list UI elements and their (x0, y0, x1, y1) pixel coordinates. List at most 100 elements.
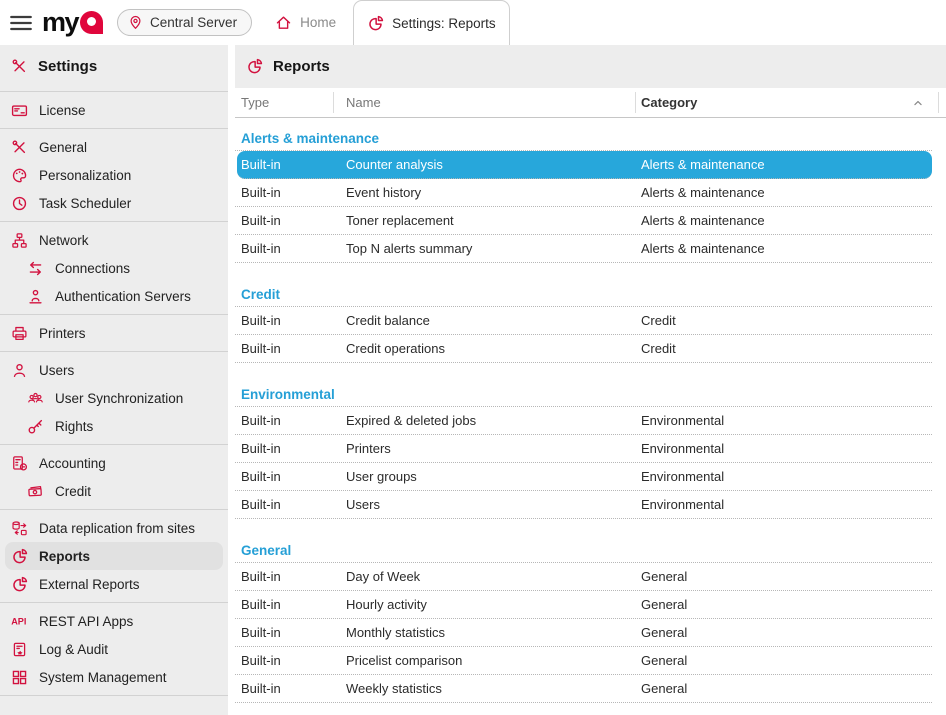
sidebar-item-reports[interactable]: Reports (5, 542, 223, 570)
table-row[interactable]: Built-in Counter analysis Alerts & maint… (237, 151, 932, 179)
server-selector-button[interactable]: Central Server (117, 9, 253, 36)
cell-category: General (641, 569, 688, 584)
table-row[interactable]: Built-in Event history Alerts & maintena… (235, 179, 932, 207)
table-row[interactable]: Built-in Weekly statistics General (235, 675, 932, 703)
cell-category: Credit (641, 341, 676, 356)
menu-icon[interactable] (9, 11, 33, 35)
table-row[interactable]: Built-in Expired & deleted jobs Environm… (235, 407, 932, 435)
cell-category: Alerts & maintenance (641, 185, 765, 200)
user-sync-icon (27, 390, 44, 407)
sidebar-item-network[interactable]: Network (0, 226, 228, 254)
sidebar-item-external-reports[interactable]: External Reports (0, 570, 228, 598)
replication-icon (11, 520, 28, 537)
sidebar-item-authentication-servers[interactable]: Authentication Servers (0, 282, 228, 310)
table-row[interactable]: Built-in Credit operations Credit (235, 335, 932, 363)
cell-name: Top N alerts summary (346, 241, 473, 256)
pie-chart-icon (11, 548, 28, 565)
home-icon (275, 14, 292, 31)
cell-category: General (641, 681, 688, 696)
table-row[interactable]: Built-in Hourly activity General (235, 591, 932, 619)
cell-name: Counter analysis (346, 157, 443, 172)
table-row[interactable]: Built-in Toner replacement Alerts & main… (235, 207, 932, 235)
logo-q-bubble (80, 11, 104, 34)
sidebar-item-general[interactable]: General (0, 133, 228, 161)
sidebar-item-credit[interactable]: Credit (0, 477, 228, 505)
cell-name: Credit balance (346, 313, 430, 328)
cell-category: Environmental (641, 497, 725, 512)
sidebar-item-system-management[interactable]: System Management (0, 663, 228, 691)
clock-icon (11, 195, 28, 212)
table-row[interactable]: Built-in Day of Week General (235, 563, 932, 591)
cell-name: Users (346, 497, 380, 512)
server-name: Central Server (150, 15, 238, 30)
table-row[interactable]: Built-in User groups Environmental (235, 463, 932, 491)
sidebar-item-rights[interactable]: Rights (0, 412, 228, 440)
license-icon (11, 102, 28, 119)
location-pin-icon (128, 15, 143, 30)
sort-ascending-icon[interactable] (911, 96, 925, 110)
user-icon (11, 362, 28, 379)
logo-text: my (42, 7, 80, 37)
sidebar-item-connections[interactable]: Connections (0, 254, 228, 282)
cell-name: Day of Week (346, 569, 421, 584)
cell-type: Built-in (241, 681, 281, 696)
sidebar-item-user-synchronization[interactable]: User Synchronization (0, 384, 228, 412)
accounting-icon (11, 455, 28, 472)
tab-settings-reports[interactable]: Settings: Reports (353, 0, 510, 45)
settings-sidebar: Settings License General Personalization… (0, 45, 228, 715)
divider (0, 602, 228, 603)
tab-home[interactable]: Home (262, 0, 349, 45)
reports-table: Alerts & maintenance Built-in Counter an… (235, 118, 946, 715)
table-row[interactable]: Built-in Monthly statistics General (235, 619, 932, 647)
cell-type: Built-in (241, 597, 281, 612)
cell-name: Pricelist comparison (346, 653, 463, 668)
sidebar-item-license[interactable]: License (0, 96, 228, 124)
reports-panel: Reports Type Name Category Alerts & main… (235, 45, 946, 715)
cell-name: Expired & deleted jobs (346, 413, 477, 428)
group-header-environmental: Environmental (235, 363, 932, 407)
sidebar-item-personalization[interactable]: Personalization (0, 161, 228, 189)
pie-chart-icon (11, 576, 28, 593)
sidebar-item-data-replication[interactable]: Data replication from sites (0, 514, 228, 542)
column-header-name[interactable]: Name (346, 95, 381, 110)
cell-category: General (641, 653, 688, 668)
table-header: Type Name Category (235, 88, 946, 118)
page-title-bar: Reports (235, 45, 946, 88)
cell-name: Weekly statistics (346, 681, 442, 696)
column-header-type[interactable]: Type (241, 95, 270, 110)
sidebar-item-users[interactable]: Users (0, 356, 228, 384)
column-header-category[interactable]: Category (641, 95, 698, 110)
scroll-icon (11, 641, 28, 658)
printer-icon (11, 325, 28, 342)
cell-type: Built-in (241, 413, 281, 428)
cell-category: General (641, 597, 688, 612)
cell-type: Built-in (241, 497, 281, 512)
table-row[interactable]: Built-in Pricelist comparison General (235, 647, 932, 675)
table-row[interactable]: Built-in Credit balance Credit (235, 307, 932, 335)
table-row[interactable]: Built-in Printers Environmental (235, 435, 932, 463)
table-row[interactable]: Built-in Users Environmental (235, 491, 932, 519)
cell-type: Built-in (241, 569, 281, 584)
cell-type: Built-in (241, 241, 281, 256)
sidebar-item-rest-api-apps[interactable]: REST API Apps (0, 607, 228, 635)
column-separator (635, 92, 636, 113)
divider (0, 221, 228, 222)
sidebar-item-task-scheduler[interactable]: Task Scheduler (0, 189, 228, 217)
content-area: Settings License General Personalization… (0, 45, 946, 715)
sidebar-item-printers[interactable]: Printers (0, 319, 228, 347)
sidebar-item-accounting[interactable]: Accounting (0, 449, 228, 477)
top-bar: my Central Server Home Settings: Reports (0, 0, 946, 45)
tools-icon (11, 58, 28, 75)
sidebar-item-log-audit[interactable]: Log & Audit (0, 635, 228, 663)
column-separator (938, 92, 939, 113)
myq-logo[interactable]: my (42, 7, 104, 37)
table-row[interactable]: Built-in Top N alerts summary Alerts & m… (235, 235, 932, 263)
cell-type: Built-in (241, 625, 281, 640)
palette-icon (11, 167, 28, 184)
pie-chart-icon (246, 58, 263, 75)
sidebar-title: Settings (0, 45, 228, 87)
key-icon (27, 418, 44, 435)
divider (0, 128, 228, 129)
tools-icon (11, 139, 28, 156)
cell-type: Built-in (241, 313, 281, 328)
